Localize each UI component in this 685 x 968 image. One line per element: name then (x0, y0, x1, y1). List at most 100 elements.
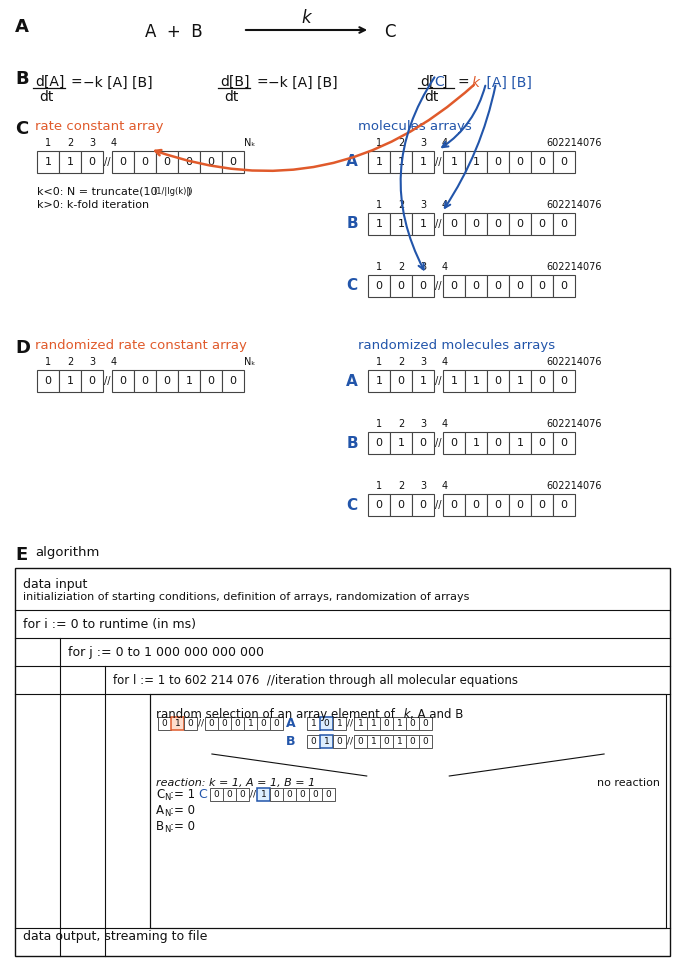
Bar (443, 432, 465, 454)
Text: 0: 0 (142, 157, 149, 167)
Text: 2: 2 (398, 200, 404, 210)
Text: 0: 0 (208, 376, 214, 386)
Text: B: B (156, 820, 164, 832)
Text: A: A (156, 803, 164, 816)
Text: 0: 0 (214, 790, 219, 799)
Text: 0: 0 (538, 157, 545, 167)
Text: 1: 1 (376, 357, 382, 367)
Text: no reaction: no reaction (597, 778, 660, 788)
Text: 1: 1 (376, 138, 382, 148)
Text: //: // (250, 790, 256, 799)
Bar (380, 735, 393, 748)
Text: k<0: N = truncate(10: k<0: N = truncate(10 (37, 187, 158, 197)
Text: 0: 0 (560, 376, 567, 386)
Bar (531, 432, 553, 454)
Text: 1: 1 (323, 737, 329, 746)
Text: d[: d[ (420, 75, 434, 89)
Text: 0: 0 (423, 737, 428, 746)
Bar (390, 494, 412, 516)
Text: for i := 0 to runtime (in ms): for i := 0 to runtime (in ms) (23, 618, 196, 631)
Bar (553, 370, 575, 392)
Bar (184, 717, 197, 730)
Bar (531, 213, 553, 235)
Bar (244, 717, 257, 730)
Text: for l := 1 to 602 214 076  //iteration through all molecular equations: for l := 1 to 602 214 076 //iteration th… (113, 674, 518, 687)
Text: := 0: := 0 (170, 820, 195, 832)
Text: 0: 0 (560, 157, 567, 167)
Bar (531, 151, 553, 173)
Text: 0: 0 (560, 219, 567, 229)
Bar (37, 370, 59, 392)
Bar (553, 151, 575, 173)
Bar (465, 151, 487, 173)
Bar (257, 788, 270, 801)
Text: 1: 1 (419, 219, 427, 229)
Text: 0: 0 (229, 376, 236, 386)
Text: 0: 0 (495, 376, 501, 386)
Bar (553, 432, 575, 454)
Text: 4: 4 (442, 357, 448, 367)
Bar (134, 151, 156, 173)
Bar (296, 788, 309, 801)
Bar (443, 213, 465, 235)
Text: N: N (164, 809, 171, 819)
Text: 602214076: 602214076 (547, 138, 602, 148)
Text: 0: 0 (222, 719, 227, 728)
Text: 3: 3 (420, 138, 426, 148)
Bar (509, 432, 531, 454)
Bar (419, 735, 432, 748)
Text: N: N (164, 826, 171, 834)
Text: //: // (435, 157, 442, 167)
Text: Nₖ: Nₖ (245, 357, 256, 367)
Text: 0: 0 (188, 719, 193, 728)
Text: 1: 1 (376, 200, 382, 210)
Text: =: = (256, 76, 268, 90)
Text: 0: 0 (538, 438, 545, 448)
Text: 0: 0 (410, 719, 415, 728)
Text: A: A (346, 155, 358, 169)
Text: 1: 1 (419, 157, 427, 167)
Text: 4: 4 (111, 357, 117, 367)
Text: 0: 0 (299, 790, 306, 799)
Text: 0: 0 (560, 281, 567, 291)
Text: 1: 1 (260, 790, 266, 799)
Text: 0: 0 (423, 719, 428, 728)
Text: =: = (71, 76, 83, 90)
Bar (231, 717, 244, 730)
Bar (15, 568, 670, 956)
Text: 1: 1 (358, 719, 363, 728)
Text: 3: 3 (420, 357, 426, 367)
Text: B: B (346, 217, 358, 231)
Text: 0: 0 (227, 790, 232, 799)
Text: C: C (347, 279, 358, 293)
Bar (354, 717, 367, 730)
Bar (59, 370, 81, 392)
Text: randomized rate constant array: randomized rate constant array (35, 339, 247, 352)
Text: k: k (301, 9, 311, 27)
Bar (307, 717, 320, 730)
Bar (509, 151, 531, 173)
Bar (443, 494, 465, 516)
Text: B: B (286, 735, 296, 748)
Text: 1: 1 (45, 157, 51, 167)
Bar (178, 151, 200, 173)
Text: 2: 2 (67, 138, 73, 148)
Text: 0: 0 (375, 281, 382, 291)
Text: 0: 0 (473, 500, 480, 510)
Text: 1: 1 (516, 376, 523, 386)
Bar (487, 275, 509, 297)
Text: 0: 0 (516, 281, 523, 291)
Text: random selection of an array element of: random selection of an array element of (156, 708, 395, 721)
Text: A: A (286, 717, 296, 730)
Bar (368, 275, 390, 297)
Bar (222, 370, 244, 392)
Bar (390, 370, 412, 392)
Bar (200, 151, 222, 173)
Text: ]: ] (442, 75, 447, 89)
Text: 0: 0 (538, 281, 545, 291)
Bar (412, 151, 434, 173)
Text: 2: 2 (67, 357, 73, 367)
Text: 0: 0 (273, 790, 279, 799)
Text: k>0: k-fold iteration: k>0: k-fold iteration (37, 200, 149, 210)
Bar (368, 370, 390, 392)
